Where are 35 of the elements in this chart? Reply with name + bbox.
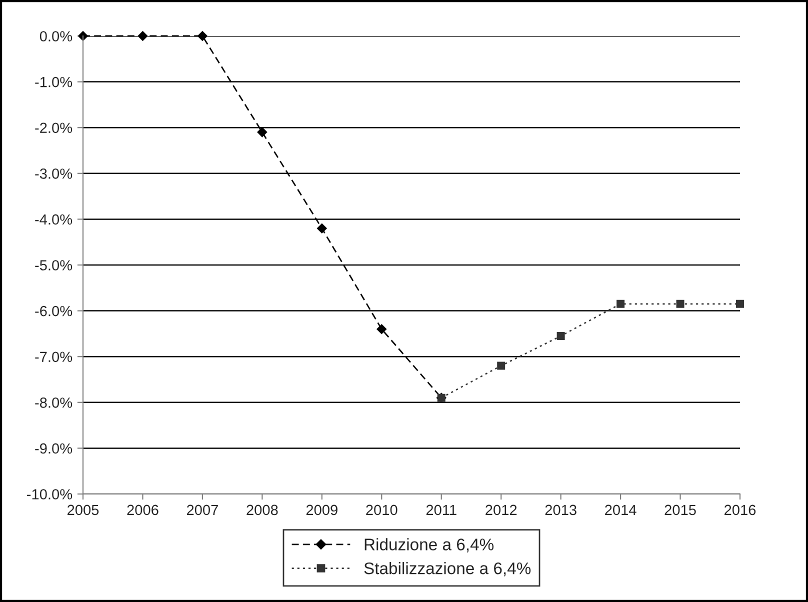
y-tick-label: -1.0% <box>35 76 72 88</box>
x-tick-label: 2007 <box>186 504 218 516</box>
x-tick-label: 2010 <box>366 504 398 516</box>
y-tick-label: -9.0% <box>35 443 72 454</box>
y-tick-label: -3.0% <box>35 168 72 179</box>
y-tick-label: -2.0% <box>35 122 72 134</box>
y-tick-label: -7.0% <box>35 352 72 362</box>
x-tick-label: 2005 <box>68 504 99 516</box>
y-tick-label: 0.0% <box>40 31 72 42</box>
legend-label: Riduzione a 6,4% <box>364 538 494 552</box>
x-tick-label: 2011 <box>426 504 456 516</box>
point <box>138 31 148 41</box>
x-tick-label: 2013 <box>545 504 576 516</box>
x-tick-label: 2009 <box>306 504 338 516</box>
y-tick-label: -10.0% <box>27 489 72 500</box>
x-tick-label: 2012 <box>486 504 517 516</box>
point <box>316 223 327 234</box>
point <box>257 127 268 138</box>
point <box>376 324 387 334</box>
x-tick-label: 2008 <box>246 504 278 516</box>
point <box>736 300 744 308</box>
y-tick-label: -6.0% <box>35 306 72 316</box>
x-tick-label: 2006 <box>127 504 158 516</box>
y-tick-label: -8.0% <box>35 398 72 408</box>
point <box>616 300 625 308</box>
point <box>497 362 506 370</box>
y-tick-label: -5.0% <box>35 260 72 270</box>
point <box>198 31 208 41</box>
x-tick-label: 2014 <box>605 504 636 516</box>
y-tick-label: -4.0% <box>35 214 72 225</box>
x-tick-label: 2016 <box>724 504 756 516</box>
legend-label: Stabilizzazione a 6,4% <box>364 562 531 576</box>
point <box>556 332 565 340</box>
point <box>676 300 684 308</box>
x-tick-label: 2015 <box>664 504 696 516</box>
